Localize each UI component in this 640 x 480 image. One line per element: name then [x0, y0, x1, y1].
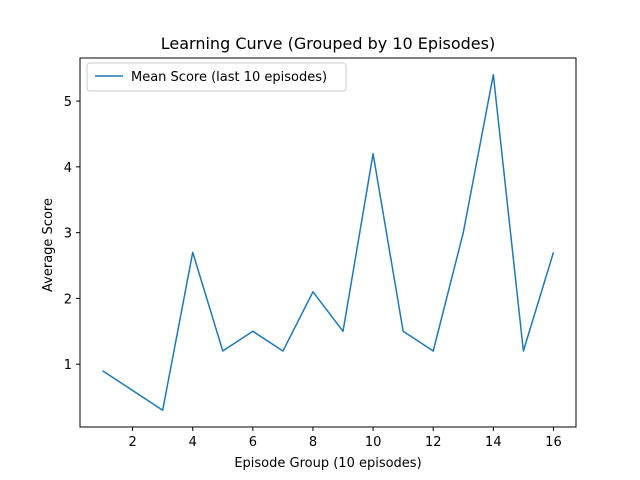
y-tick-label: 5 [64, 95, 72, 110]
x-tick-label: 6 [249, 435, 257, 450]
y-tick-label: 2 [64, 292, 72, 307]
x-tick-label: 14 [485, 435, 502, 450]
chart-title: Learning Curve (Grouped by 10 Episodes) [161, 34, 495, 53]
series-line-mean-score [102, 74, 555, 411]
x-tick-label: 2 [128, 435, 136, 450]
axes-frame [79, 57, 577, 428]
series-layer [102, 74, 555, 411]
x-tick-label: 12 [425, 435, 442, 450]
legend: Mean Score (last 10 episodes) [86, 62, 347, 92]
y-tick-label: 1 [64, 358, 72, 373]
y-axis-ticks: 1 2 3 4 5 [64, 95, 80, 373]
legend-frame [86, 62, 347, 92]
x-tick-label: 10 [365, 435, 382, 450]
x-axis-ticks: 2 4 6 8 10 12 14 16 [128, 427, 562, 450]
y-axis-label: Average Score [41, 198, 56, 292]
y-tick-label: 3 [64, 227, 72, 242]
x-tick-label: 4 [189, 435, 197, 450]
plot-area [79, 57, 577, 428]
x-tick-label: 16 [545, 435, 562, 450]
x-axis-label: Episode Group (10 episodes) [234, 456, 421, 471]
x-tick-label: 8 [309, 435, 317, 450]
legend-entry-label: Mean Score (last 10 episodes) [131, 70, 327, 85]
y-tick-label: 4 [64, 161, 72, 176]
